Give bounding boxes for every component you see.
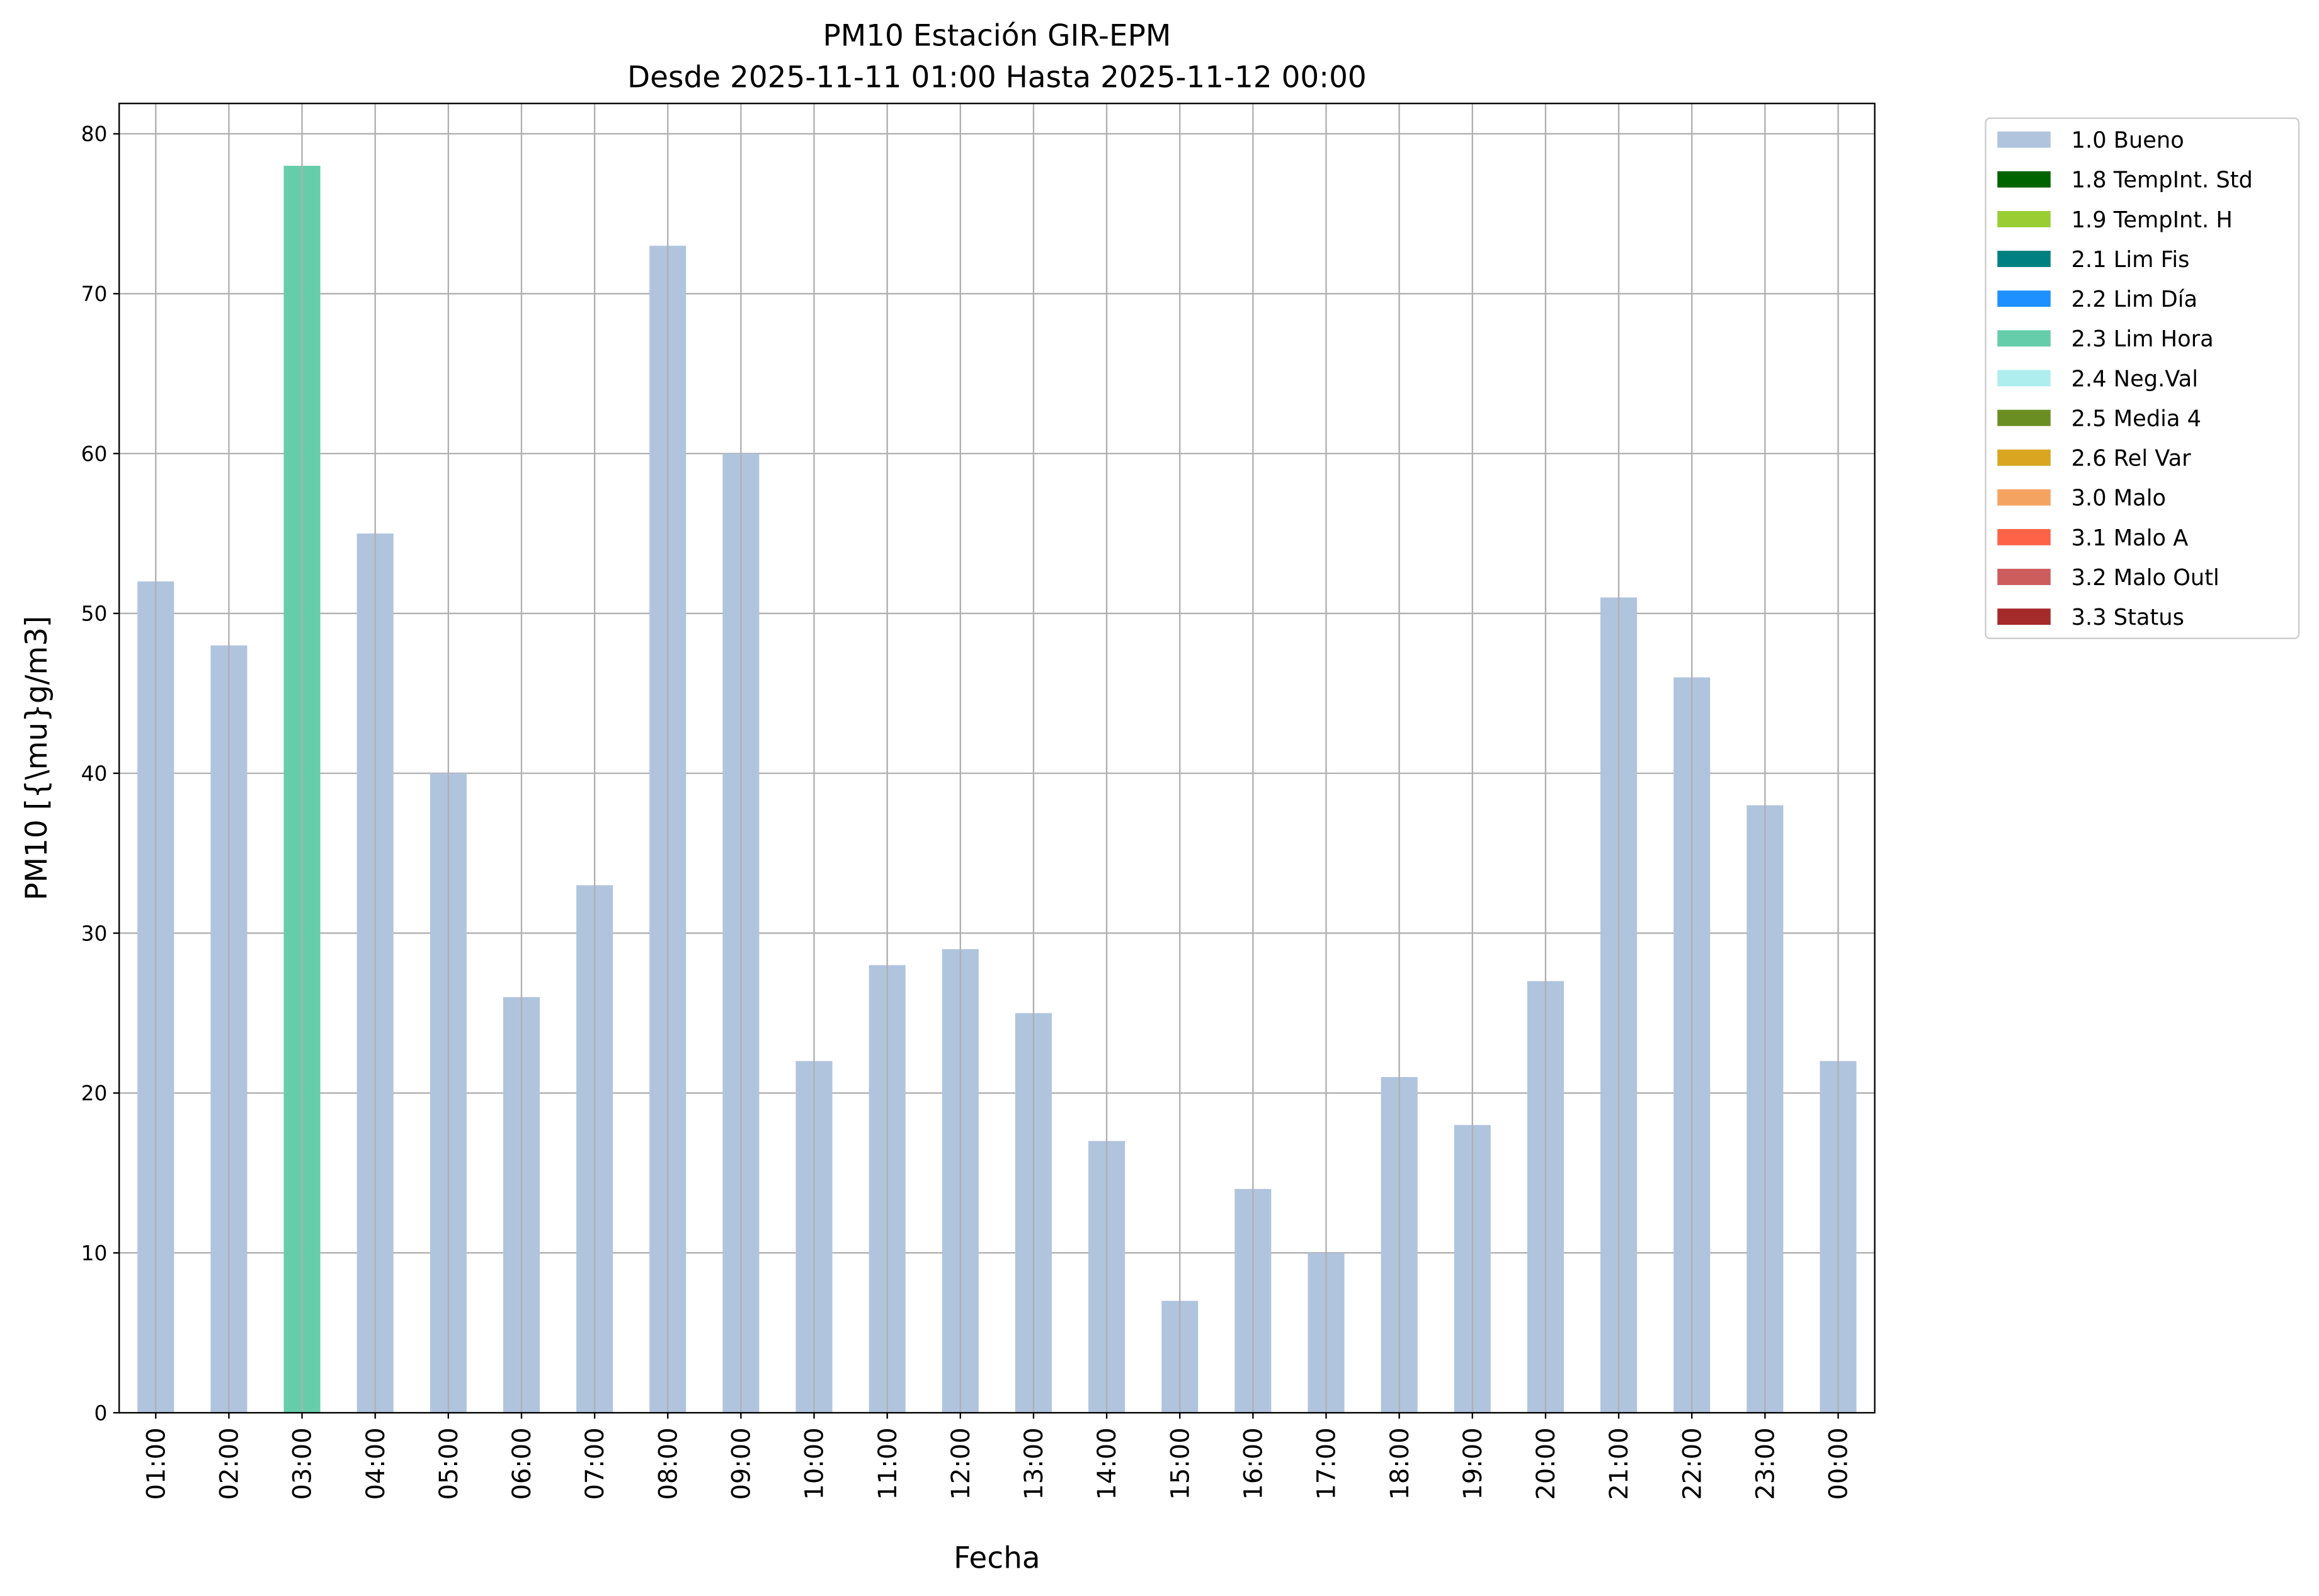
x-tick-label: 01:00 <box>142 1428 171 1500</box>
x-axis-ticks: 01:00 02:00 03:00 04:00 05:00 06:00 07:00 08:00… <box>142 1413 1854 1500</box>
legend-label: 2.6 Rel Var <box>2071 446 2192 472</box>
legend-swatch <box>1997 290 2051 307</box>
legend-swatch <box>1997 449 2051 466</box>
x-tick-label: 15:00 <box>1166 1428 1195 1500</box>
legend: 1.0 Bueno 1.8 TempInt. Std 1.9 TempInt. H 2… <box>1985 117 2300 639</box>
legend-label: 1.0 Bueno <box>2071 128 2184 154</box>
y-tick-label: 0 <box>94 1401 108 1425</box>
legend-swatch <box>1997 330 2051 347</box>
y-tick-label: 10 <box>81 1241 108 1265</box>
bars <box>137 166 1857 1413</box>
x-tick-label: 12:00 <box>947 1428 976 1500</box>
legend-swatch <box>1997 131 2051 148</box>
legend-swatch <box>1997 171 2051 188</box>
x-tick-label: 08:00 <box>654 1428 683 1500</box>
x-tick-label: 20:00 <box>1532 1428 1561 1500</box>
legend-swatch <box>1997 528 2051 545</box>
legend-label: 2.3 Lim Hora <box>2071 326 2214 352</box>
x-tick-label: 22:00 <box>1678 1428 1707 1500</box>
legend-label: 3.3 Status <box>2071 605 2184 630</box>
y-axis-ticks: 0 10 20 30 40 50 60 70 80 <box>81 122 120 1425</box>
y-tick-label: 50 <box>81 602 108 626</box>
plot-frame <box>118 103 1876 1414</box>
x-tick-label: 17:00 <box>1313 1428 1342 1500</box>
legend-swatch <box>1997 608 2051 625</box>
x-tick-label: 09:00 <box>727 1428 756 1500</box>
legend-label: 2.4 Neg.Val <box>2071 366 2198 392</box>
y-tick-label: 70 <box>81 282 108 306</box>
legend-swatch <box>1997 370 2051 387</box>
y-tick-label: 40 <box>81 761 108 785</box>
chart-title: PM10 Estación GIR-EPM <box>823 19 1171 54</box>
y-tick-label: 60 <box>81 442 108 466</box>
chart-subtitle: Desde 2025-11-11 01:00 Hasta 2025-11-12 … <box>627 60 1367 94</box>
y-tick-label: 30 <box>81 921 108 945</box>
legend-label: 3.2 Malo Outl <box>2071 565 2219 591</box>
x-axis-label: Fecha <box>954 1541 1040 1575</box>
y-axis-label: PM10 [{\mu}g/m3] <box>20 616 54 901</box>
x-tick-label: 13:00 <box>1020 1428 1049 1500</box>
legend-swatch <box>1997 211 2051 227</box>
x-tick-label: 11:00 <box>874 1428 903 1500</box>
legend-swatch <box>1997 251 2051 267</box>
legend-label: 2.5 Media 4 <box>2071 406 2201 431</box>
x-tick-label: 02:00 <box>215 1428 244 1500</box>
y-tick-label: 80 <box>81 122 108 146</box>
legend-label: 1.8 TempInt. Std <box>2071 168 2253 193</box>
legend-label: 3.0 Malo <box>2071 486 2166 511</box>
x-tick-label: 19:00 <box>1459 1428 1488 1500</box>
x-tick-label: 05:00 <box>435 1428 464 1500</box>
x-tick-label: 10:00 <box>801 1428 829 1500</box>
x-tick-label: 00:00 <box>1825 1428 1854 1500</box>
legend-frame <box>1985 117 2300 639</box>
x-gridlines <box>155 103 1839 1413</box>
x-tick-label: 04:00 <box>362 1428 390 1500</box>
x-tick-label: 06:00 <box>508 1428 537 1500</box>
legend-swatch <box>1997 489 2051 506</box>
x-tick-label: 03:00 <box>288 1428 317 1500</box>
x-tick-label: 23:00 <box>1751 1428 1780 1500</box>
x-tick-label: 21:00 <box>1605 1428 1634 1500</box>
x-tick-label: 18:00 <box>1386 1428 1415 1500</box>
legend-label: 3.1 Malo A <box>2071 525 2189 551</box>
y-gridlines <box>119 133 1875 1414</box>
x-tick-label: 14:00 <box>1093 1428 1122 1500</box>
x-tick-label: 16:00 <box>1239 1428 1268 1500</box>
y-tick-label: 20 <box>81 1081 108 1105</box>
legend-label: 2.1 Lim Fis <box>2071 247 2190 273</box>
legend-swatch <box>1997 569 2051 585</box>
legend-label: 2.2 Lim Día <box>2071 287 2197 312</box>
legend-label: 1.9 TempInt. H <box>2071 207 2233 233</box>
legend-swatch <box>1997 409 2051 426</box>
x-tick-label: 07:00 <box>581 1428 610 1500</box>
